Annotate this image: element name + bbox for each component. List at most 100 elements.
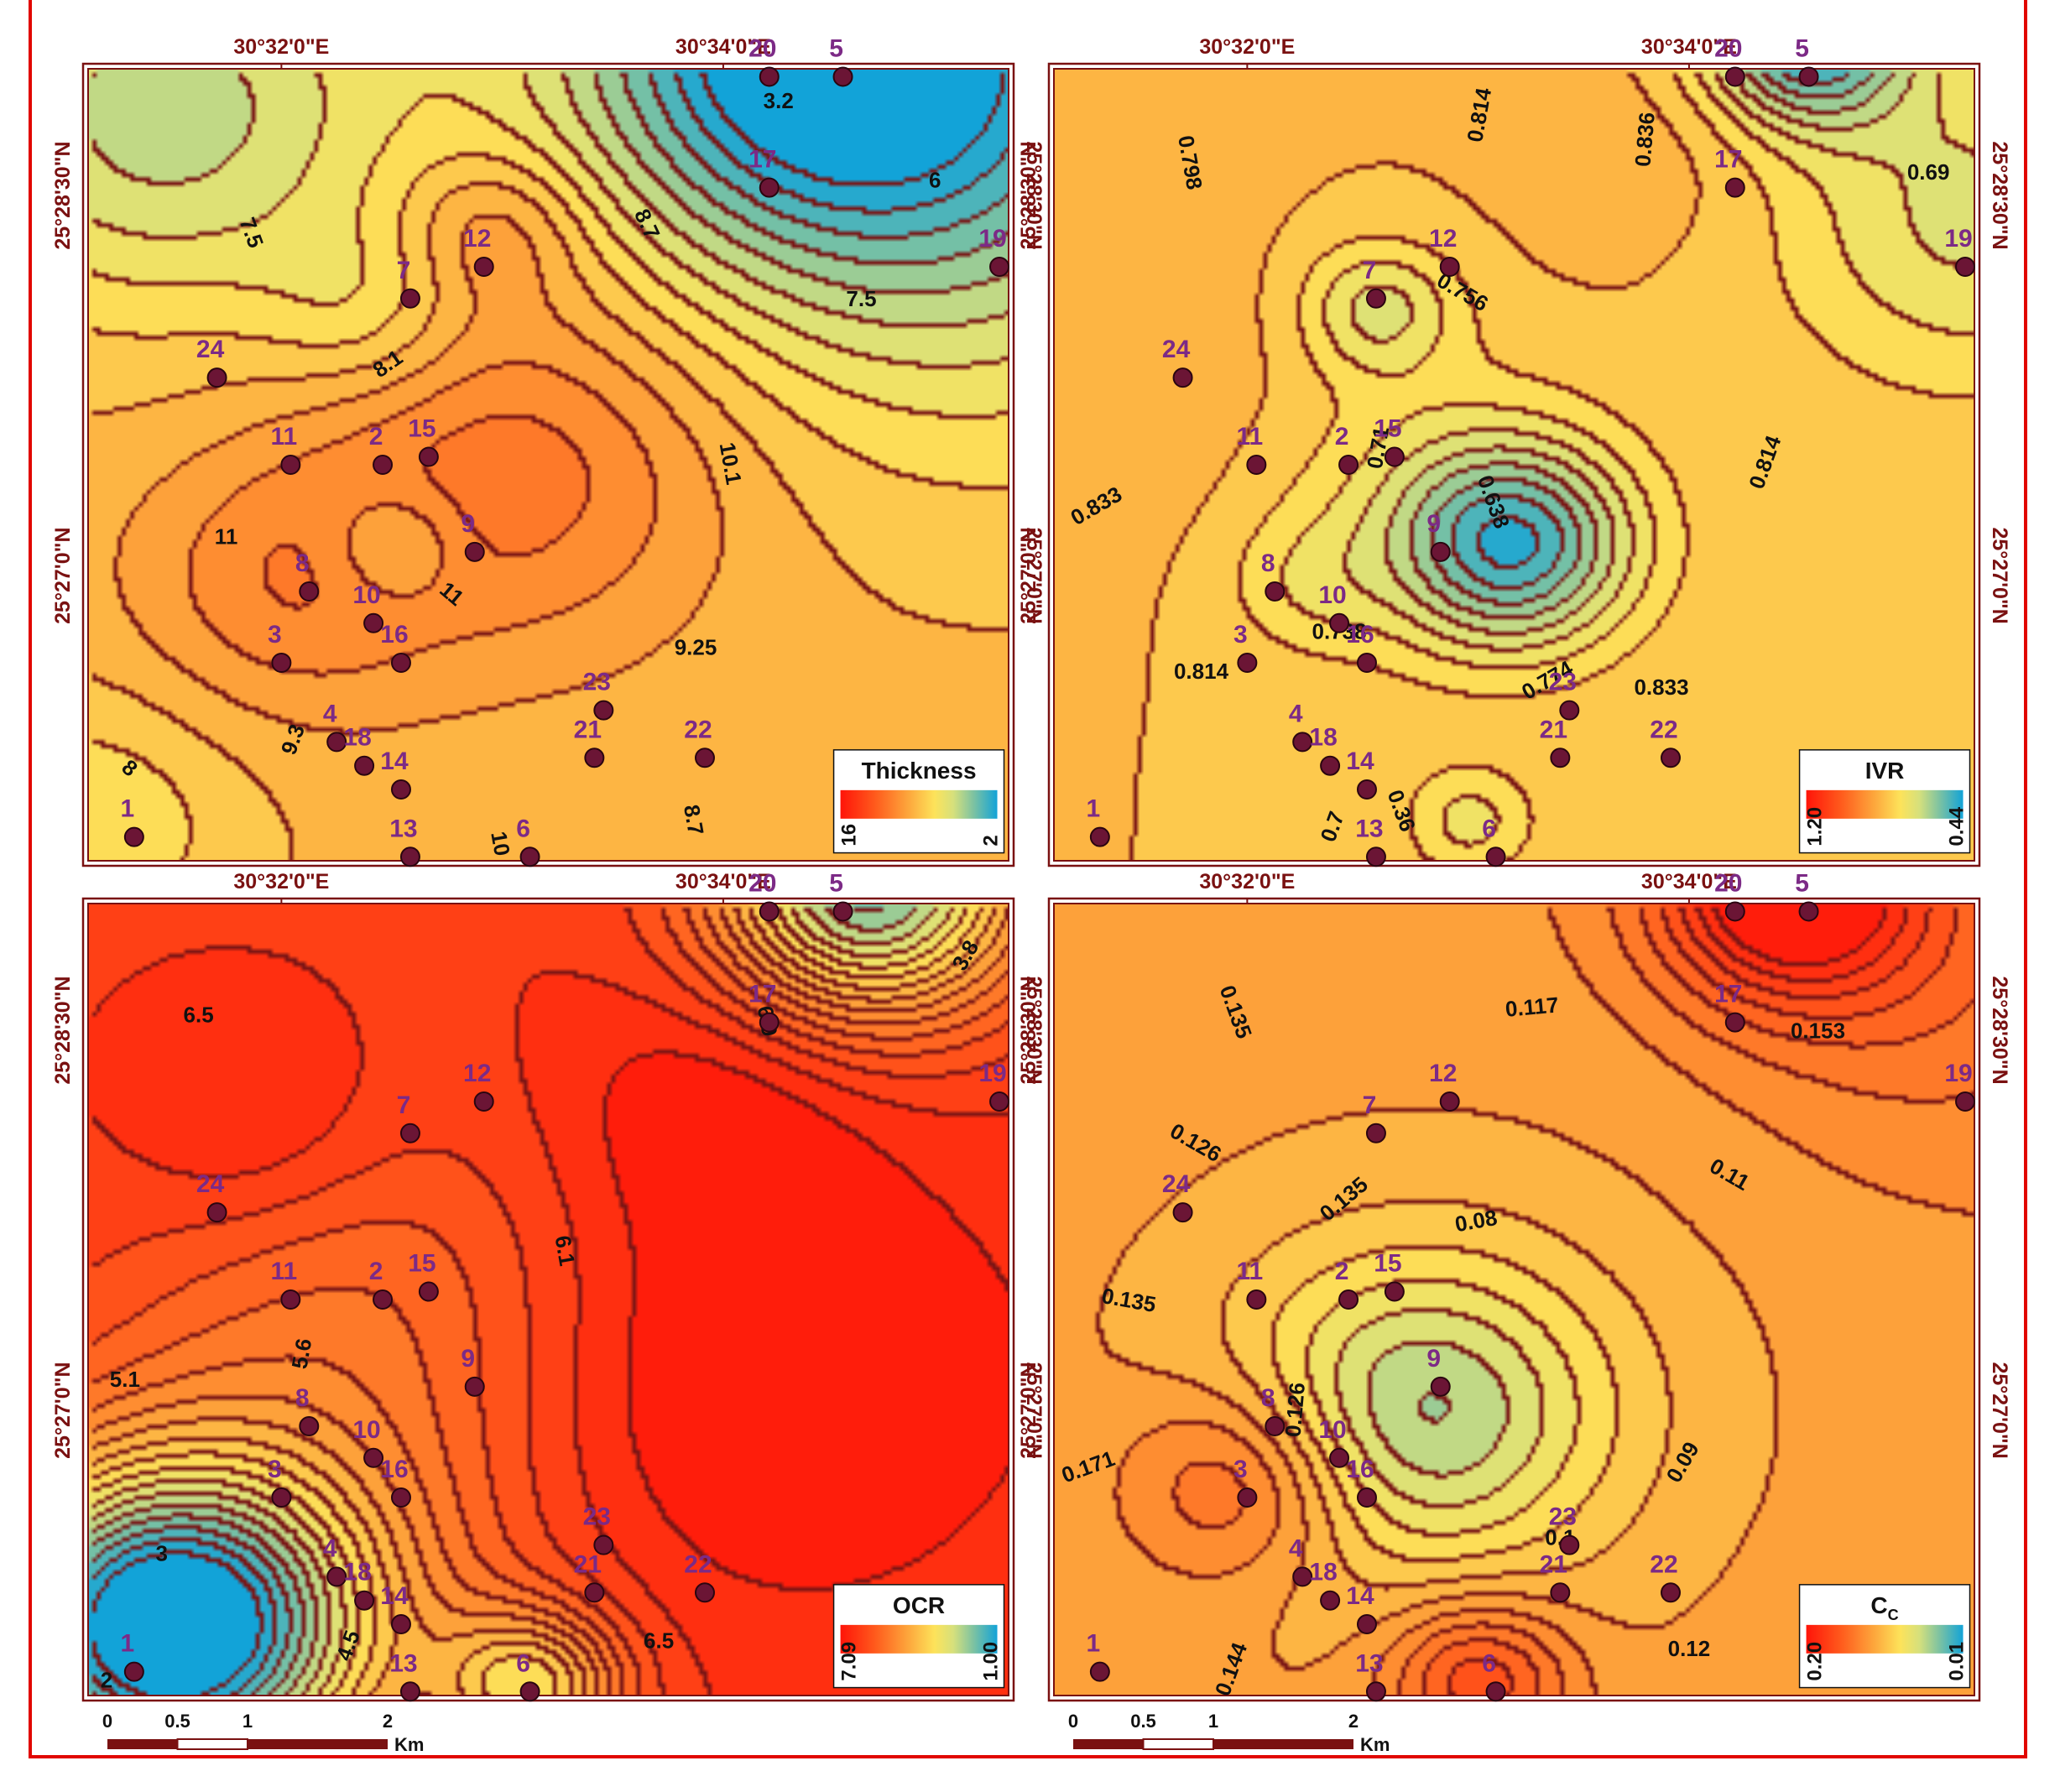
sample-point-label-20: 20: [1714, 869, 1742, 897]
legend-title-text: OCR: [893, 1592, 945, 1618]
sample-point-label-11: 11: [270, 423, 297, 451]
sample-point-label-6: 6: [516, 1649, 530, 1677]
scale-segment: [107, 1739, 178, 1749]
sample-point-21: [584, 748, 605, 768]
sample-point-label-10: 10: [1318, 581, 1346, 609]
sample-point-label-14: 14: [1346, 748, 1374, 775]
legend-min: 1.00: [980, 1642, 1003, 1681]
sample-point-label-17: 17: [1714, 981, 1742, 1008]
sample-point-label-16: 16: [1346, 1456, 1374, 1483]
longitude-label-left: 30°32'0"E: [233, 870, 329, 893]
sample-point-10: [1329, 612, 1350, 633]
legend-max: 16: [838, 824, 861, 847]
sample-point-label-22: 22: [684, 1550, 712, 1578]
sample-point-label-5: 5: [1795, 869, 1809, 897]
sample-point-10: [1329, 1447, 1350, 1468]
sample-point-13: [399, 847, 420, 867]
contour-label: 3: [156, 1541, 168, 1566]
sample-point-label-24: 24: [196, 336, 225, 363]
sample-point-3: [271, 1487, 292, 1508]
sample-point-8: [299, 581, 320, 602]
sample-point-3: [1237, 1487, 1258, 1508]
legend-thickness: Thickness 16 2: [832, 749, 1005, 854]
sample-point-16: [390, 1487, 411, 1508]
latitude-label-top-right: 25°28'30"N: [1988, 141, 2011, 249]
sample-point-label-18: 18: [343, 1559, 371, 1586]
sample-point-14: [1356, 779, 1377, 800]
legend-min: 0.44: [1946, 806, 1969, 846]
scale-tick-label: 1: [1208, 1711, 1218, 1732]
sample-point-9: [1430, 541, 1451, 562]
sample-point-label-21: 21: [574, 1550, 602, 1578]
contour-label: 6: [929, 168, 941, 193]
latitude-label-top-right: 25°28'30"N: [1022, 141, 1046, 249]
sample-point-2: [373, 1289, 394, 1310]
sample-point-22: [1660, 748, 1681, 768]
sample-point-6: [1485, 1681, 1506, 1702]
scale-tick-label: 0.5: [1130, 1711, 1156, 1732]
legend-title-subscript: C: [1888, 1607, 1899, 1623]
sample-point-label-3: 3: [268, 1456, 282, 1483]
sample-point-label-18: 18: [1309, 724, 1337, 752]
sample-point-1: [123, 1661, 144, 1682]
legend-ramp: [840, 1624, 998, 1654]
sample-point-label-13: 13: [389, 815, 417, 842]
contour-label: 0.833: [1634, 675, 1688, 700]
sample-point-19: [989, 257, 1010, 277]
sample-point-11: [1246, 1289, 1267, 1310]
latitude-label-top: 25°28'30"N: [51, 141, 75, 249]
contour-label: 6.5: [644, 1628, 674, 1653]
sample-point-label-18: 18: [1309, 1559, 1337, 1586]
sample-point-label-1: 1: [1087, 1630, 1101, 1658]
scale-segment: [248, 1739, 388, 1749]
panel-border-inner: [1053, 68, 1975, 862]
map-panel-ocr: 30°32'0"E 30°34'0"E25°28'30"N25°27'0"N25°…: [51, 869, 1046, 1702]
scale-tick-label: 0: [1068, 1711, 1078, 1732]
longitude-label-right: 30°34'0"E: [675, 870, 771, 893]
sample-point-label-13: 13: [389, 1649, 417, 1677]
sample-point-label-3: 3: [268, 621, 282, 649]
map-panel-thickness: 30°32'0"E 30°34'0"E25°28'30"N25°27'0"N25°…: [51, 34, 1046, 867]
sample-point-7: [1365, 288, 1386, 309]
sample-point-label-9: 9: [461, 510, 475, 538]
sample-point-20: [1724, 66, 1745, 87]
sample-point-1: [1089, 826, 1110, 847]
sample-point-15: [1384, 446, 1405, 467]
sample-point-7: [1365, 1123, 1386, 1143]
scale-bar-left: 0 0.5 1 2Km: [102, 1711, 425, 1755]
panel-border-inner: [87, 903, 1009, 1696]
sample-point-21: [1550, 1582, 1571, 1603]
sample-point-14: [390, 779, 411, 800]
latitude-label-top-right: 25°28'30"N: [1988, 976, 2011, 1084]
panel-border-outer: [1047, 62, 1981, 867]
sample-point-20: [1724, 901, 1745, 922]
sample-point-label-24: 24: [1162, 336, 1191, 363]
sample-point-17: [1724, 177, 1745, 198]
sample-point-label-2: 2: [1335, 1258, 1349, 1285]
longitude-label-left: 30°32'0"E: [233, 35, 329, 59]
sample-point-label-22: 22: [684, 716, 712, 743]
legend-title-text: Thickness: [862, 758, 977, 784]
sample-point-label-19: 19: [1944, 1060, 1972, 1087]
scale-segment: [176, 1738, 248, 1750]
sample-point-label-9: 9: [1426, 510, 1441, 538]
sample-point-label-7: 7: [397, 257, 411, 284]
sample-point-label-4: 4: [1289, 1534, 1303, 1562]
scale-tick-label: 1: [243, 1711, 253, 1732]
sample-point-label-5: 5: [1795, 34, 1809, 62]
sample-point-8: [299, 1416, 320, 1437]
sample-point-label-17: 17: [1714, 146, 1742, 174]
sample-point-20: [759, 66, 780, 87]
field-raster: [88, 69, 1009, 861]
sample-point-label-10: 10: [352, 581, 380, 609]
sample-point-4: [1292, 732, 1313, 753]
contour-label: 0.12: [1668, 1636, 1711, 1661]
contour-label: 5.6: [287, 1336, 317, 1371]
field-raster: [88, 904, 1009, 1696]
sample-point-11: [280, 1289, 301, 1310]
sample-point-label-3: 3: [1233, 621, 1248, 649]
legend-title-text: C: [1870, 1592, 1887, 1618]
sample-point-8: [1265, 1416, 1286, 1437]
contour-label: 0.69: [1907, 159, 1950, 185]
sample-point-5: [1798, 66, 1819, 87]
